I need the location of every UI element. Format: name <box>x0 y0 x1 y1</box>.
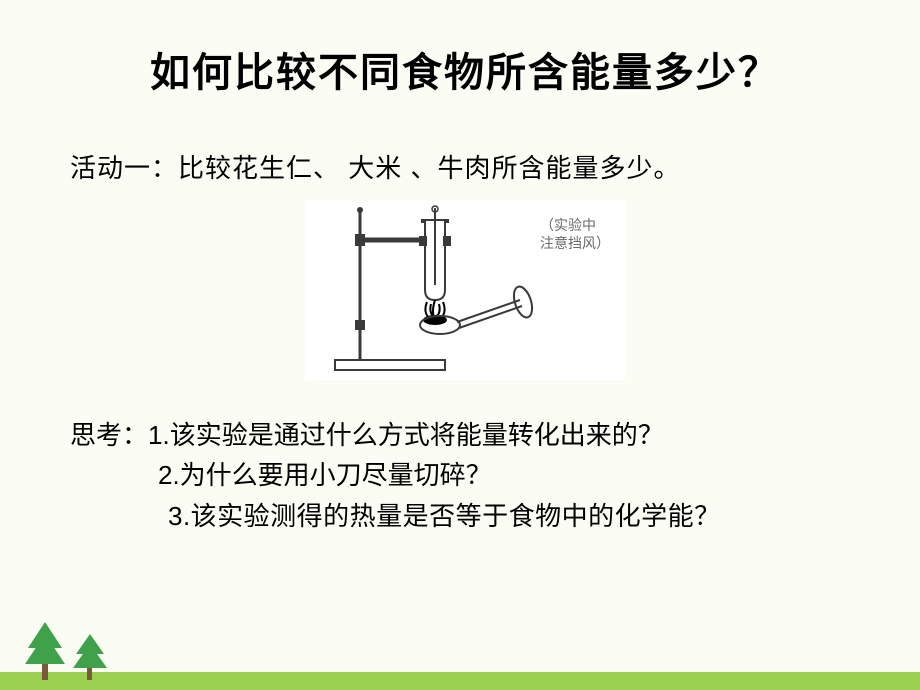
diagram-container: （实验中 注意挡风） <box>70 200 860 380</box>
diagram-caption: （实验中 注意挡风） <box>540 218 610 254</box>
experiment-diagram: （实验中 注意挡风） <box>305 200 625 380</box>
thinking-label: 思考： <box>70 415 148 455</box>
caption-line-1: （实验中 <box>540 219 596 234</box>
tree-icon <box>70 632 110 680</box>
thinking-q1-line: 思考：1.该实验是通过什么方式将能量转化出来的？ <box>70 415 860 455</box>
thinking-block: 思考：1.该实验是通过什么方式将能量转化出来的？ 2.为什么要用小刀尽量切碎？ … <box>70 415 860 536</box>
tree-icon <box>20 620 70 680</box>
caption-line-2: 注意挡风） <box>540 237 610 252</box>
thinking-q1: 1.该实验是通过什么方式将能量转化出来的？ <box>148 420 664 450</box>
thinking-q2: 2.为什么要用小刀尽量切碎？ <box>158 455 860 495</box>
thinking-q3: 3.该实验测得的热量是否等于食物中的化学能？ <box>168 496 860 536</box>
slide: 如何比较不同食物所含能量多少？ 活动一：比较花生仁、 大米 、牛肉所含能量多少。 <box>0 0 920 690</box>
slide-title: 如何比较不同食物所含能量多少？ <box>70 40 860 98</box>
ground-strip <box>0 672 920 690</box>
activity-text: 活动一：比较花生仁、 大米 、牛肉所含能量多少。 <box>70 148 860 185</box>
